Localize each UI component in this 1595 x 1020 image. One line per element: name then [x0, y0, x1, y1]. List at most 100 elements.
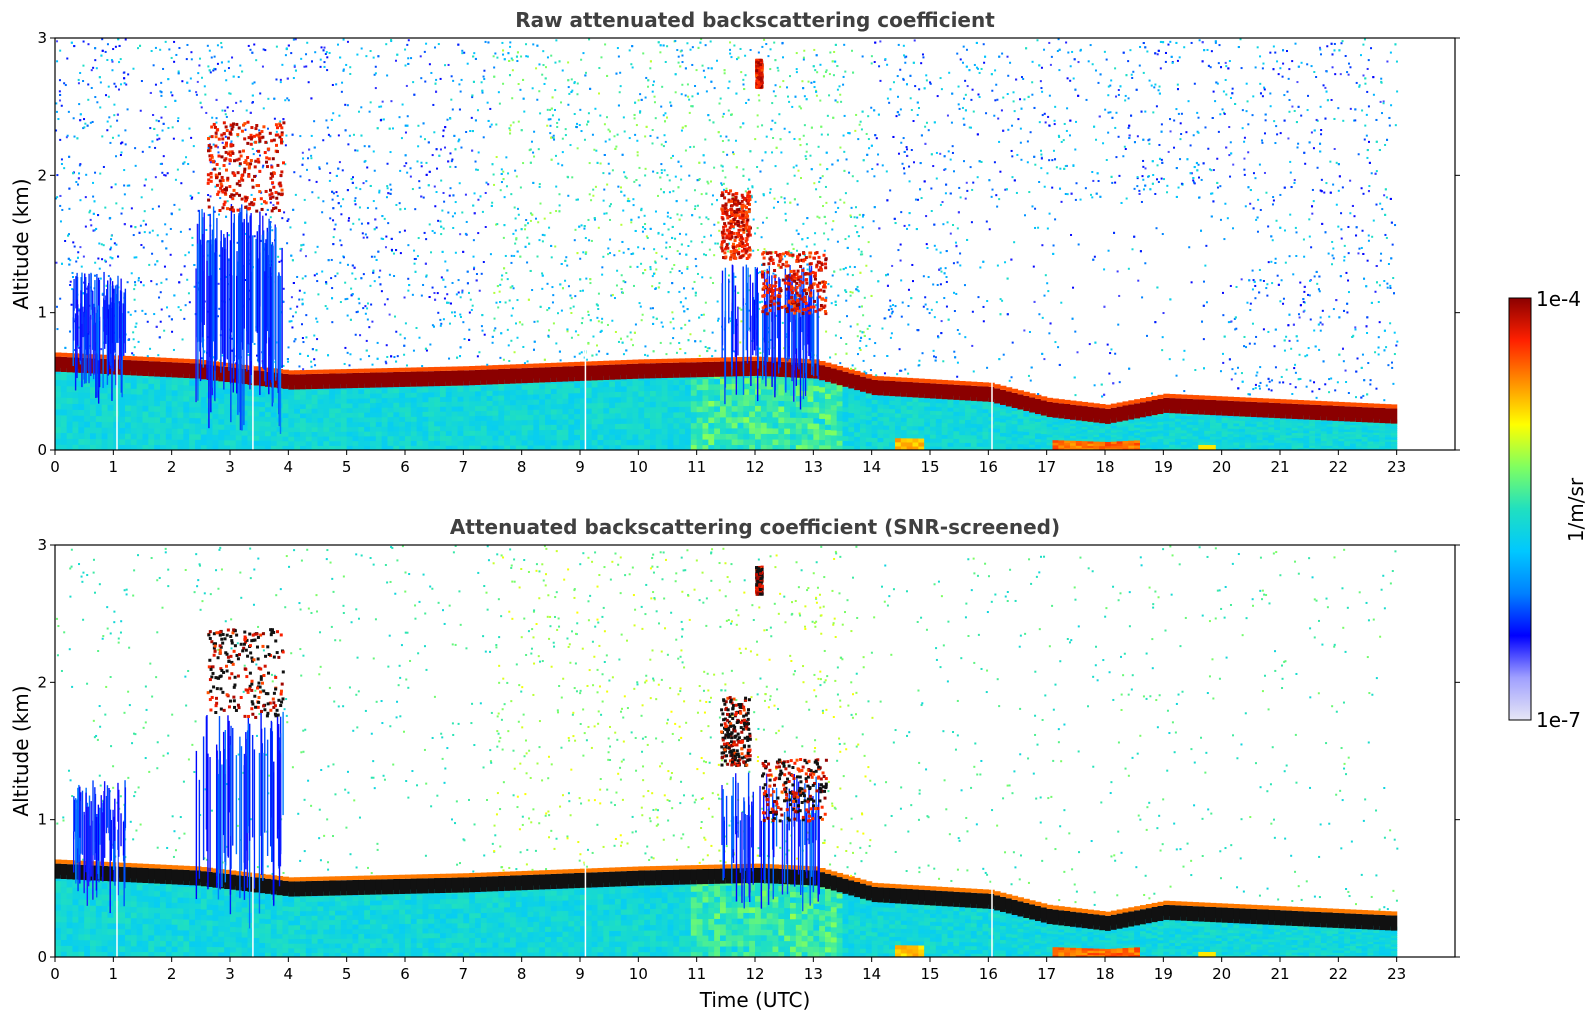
noise-pixel [148, 146, 151, 149]
noise-pixel [299, 249, 302, 252]
bl-cell [970, 438, 978, 443]
bl-cell [825, 444, 832, 450]
noise-pixel [1248, 342, 1251, 345]
bl-top-band [1186, 398, 1194, 415]
bl-cell [1204, 433, 1211, 437]
bl-cell [1116, 440, 1124, 444]
bl-cell [737, 438, 744, 446]
bl-cell [1087, 431, 1094, 435]
bl-cell [830, 394, 838, 401]
bl-cell [1350, 447, 1357, 450]
bl-cell [836, 395, 844, 402]
bl-cell [953, 430, 960, 436]
bl-cell [1180, 412, 1188, 416]
noise-pixel [1345, 271, 1348, 274]
bl-cell [1297, 427, 1304, 431]
bl-cell [790, 406, 797, 413]
bl-cell [1011, 410, 1019, 415]
bl-top-band [492, 369, 499, 385]
bl-cell [539, 419, 546, 426]
bl-cell [66, 432, 74, 439]
bl-edge [819, 361, 826, 366]
bl-cell [288, 399, 295, 405]
bl-cell [84, 380, 91, 387]
bl-edge [463, 366, 470, 371]
noise-pixel [847, 131, 850, 134]
bl-cell [335, 445, 342, 450]
bl-cell [352, 421, 359, 428]
bl-cell [1326, 442, 1334, 446]
bl-cell [364, 431, 371, 437]
bl-cell [871, 399, 879, 405]
noise-pixel [729, 48, 732, 51]
bl-cell [959, 442, 966, 447]
noise-pixel [315, 317, 318, 320]
bl-top-band [673, 362, 680, 378]
noise-pixel [878, 65, 881, 68]
noise-pixel [425, 274, 428, 277]
bl-cell [1093, 440, 1100, 444]
bl-edge [965, 381, 972, 386]
noise-pixel [1011, 155, 1014, 158]
bl-cell [1373, 436, 1380, 440]
bl-cell [679, 389, 686, 396]
bl-cell [545, 403, 552, 410]
noise-pixel [382, 118, 385, 121]
bl-cell [410, 401, 418, 408]
bl-cell [183, 417, 190, 424]
bl-cell [994, 424, 1001, 429]
noise-pixel [160, 308, 163, 311]
noise-pixel [1332, 247, 1335, 250]
bl-edge [1303, 400, 1310, 405]
bl-cell [1355, 427, 1363, 430]
noise-pixel [638, 302, 641, 305]
bl-cell [90, 421, 97, 428]
noise-pixel [227, 67, 230, 70]
bl-edge [1268, 398, 1275, 403]
bl-cell [900, 400, 908, 406]
bl-cell [230, 429, 237, 436]
bl-cell [906, 417, 914, 423]
bl-cell [900, 441, 908, 447]
bl-cell [725, 377, 733, 385]
bl-cell [941, 398, 949, 404]
bl-cell [545, 398, 552, 405]
bl-cell [305, 403, 313, 409]
bl-cell [813, 444, 820, 450]
bl-cell [644, 395, 651, 402]
bl-top-band [480, 369, 488, 385]
bl-cell [1105, 441, 1112, 445]
bl-cell [895, 404, 902, 410]
bl-cell [976, 412, 984, 417]
noise-pixel [1189, 144, 1192, 147]
bl-cell [206, 386, 214, 393]
bl-top-band [1169, 398, 1176, 414]
bl-cell [685, 439, 692, 446]
bl-cell [1070, 437, 1077, 441]
bl-cell [55, 444, 62, 450]
bl-top-band [300, 374, 307, 390]
bl-cell [428, 406, 435, 412]
bl-cell [1011, 440, 1019, 445]
bl-cell [463, 396, 470, 402]
bl-cell [702, 411, 709, 418]
bl-cell [912, 401, 919, 407]
bl-cell [778, 438, 785, 446]
bl-cell [1326, 430, 1334, 434]
bl-cell [527, 434, 534, 441]
bl-top-band [1029, 397, 1036, 413]
bl-cell [515, 394, 523, 401]
noise-pixel [536, 320, 539, 323]
bl-cell [1157, 424, 1164, 428]
bl-cell [1035, 418, 1042, 422]
bl-cell [895, 421, 902, 426]
bl-cell [317, 408, 324, 414]
bl-cell [428, 440, 435, 446]
bl-cell [463, 445, 470, 450]
bl-cell [1075, 423, 1083, 427]
bl-cell [457, 401, 464, 407]
bl-cell [638, 439, 645, 446]
bl-cell [714, 433, 721, 440]
noise-pixel [860, 128, 863, 131]
noise-pixel [167, 126, 170, 129]
